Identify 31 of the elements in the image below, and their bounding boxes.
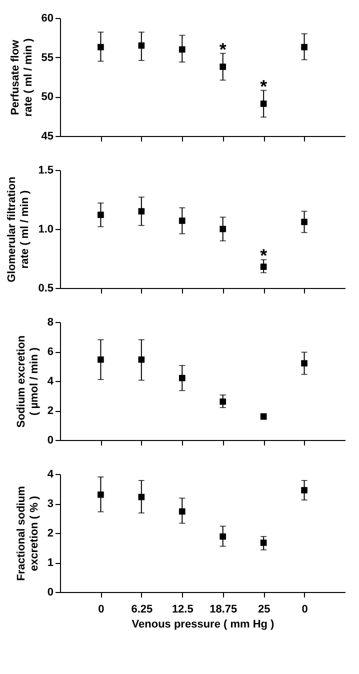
x-tick-label: 0: [302, 604, 308, 616]
y-tick-label: 3: [47, 498, 54, 510]
y-tick-label: 1.0: [38, 224, 54, 236]
x-tick-label: 0: [98, 604, 104, 616]
y-tick-label: 1.5: [38, 164, 54, 176]
x-tick-label: 18.75: [210, 604, 238, 616]
y-tick-label: 0: [47, 586, 54, 598]
x-tick-label: 6.25: [131, 604, 153, 616]
y-axis-title: Perfusate flow rate ( ml / min ): [9, 38, 34, 117]
y-axis-title: Glomerular filtration rate ( ml / min ): [6, 176, 32, 282]
annotation: *: [260, 246, 268, 266]
y-tick-label: 1: [47, 557, 54, 569]
y-tick-label: 4: [47, 376, 54, 388]
y-tick-label: 6: [47, 346, 54, 358]
y-tick-label: 8: [47, 316, 54, 328]
x-axis-title: Venous pressure ( mm Hg ): [132, 618, 275, 630]
y-axis-title: Sodium excretion ( µmol / min ): [15, 335, 40, 428]
x-tick-label: 12.5: [172, 604, 194, 616]
annotation: *: [219, 39, 226, 60]
y-tick-label: 0: [47, 434, 54, 446]
y-tick-label: 50: [41, 91, 54, 104]
annotation: *: [260, 76, 268, 96]
y-tick-label: 60: [41, 12, 54, 24]
y-tick-label: 55: [41, 52, 54, 64]
y-tick-label: 2: [47, 528, 54, 540]
y-tick-label: 2: [47, 405, 54, 417]
y-tick-label: 4: [47, 468, 54, 480]
x-tick-label: 25: [258, 604, 270, 616]
y-tick-label: 45: [41, 130, 54, 142]
y-tick-label: 0.5: [38, 282, 54, 294]
y-axis-title: Fractional sodium excretion ( % ): [15, 486, 40, 581]
